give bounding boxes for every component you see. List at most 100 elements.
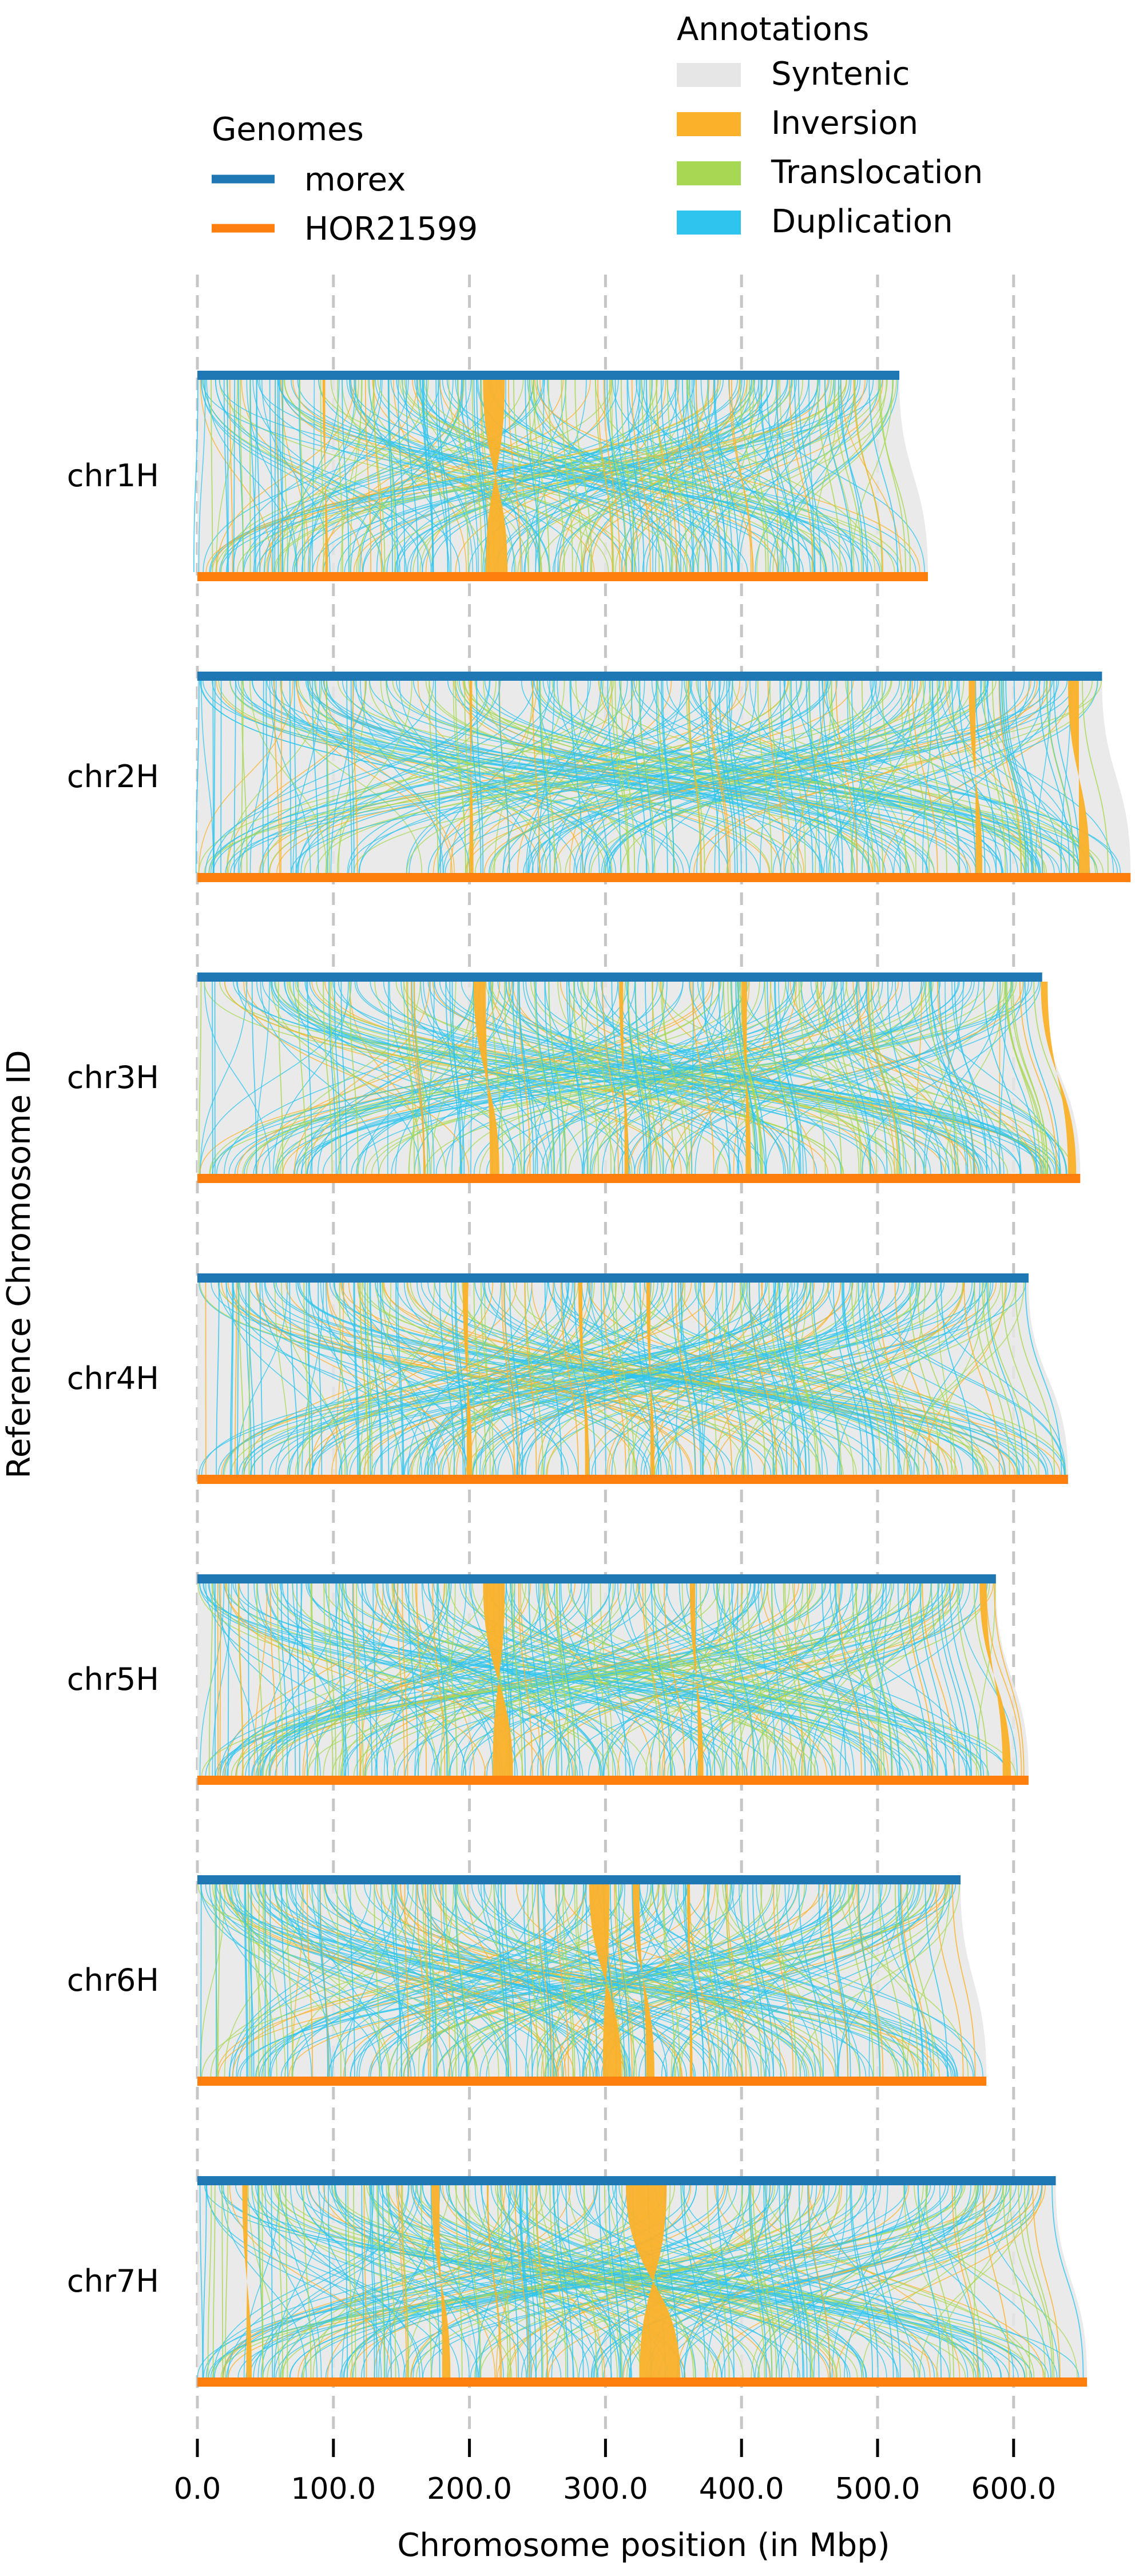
inversion-ribbon <box>242 2185 252 2377</box>
alignment-curve <box>297 1282 982 1475</box>
inversion-ribbon <box>632 1884 655 2077</box>
alignment-curve <box>911 680 938 874</box>
alignment-curve <box>640 1282 660 1475</box>
alignment-curve <box>798 1884 824 2077</box>
alignment-curve <box>928 981 959 1174</box>
alignment-curve <box>831 2185 888 2378</box>
inversion-ribbon <box>969 681 983 873</box>
alignment-curve <box>630 379 715 573</box>
alignment-curve <box>279 379 359 573</box>
alignment-curve <box>241 1282 768 1475</box>
alignment-curve <box>346 680 352 874</box>
alignment-curve <box>312 680 319 874</box>
alignment-curve <box>758 1282 788 1475</box>
alignment-curve <box>201 1583 955 1776</box>
alignment-curve <box>509 2185 791 2378</box>
alignment-curve <box>787 1282 817 1475</box>
alignment-curve <box>598 2185 612 2378</box>
alignment-curve <box>510 1583 526 1776</box>
alignment-curve <box>275 981 837 1174</box>
alignment-curve <box>393 1583 1016 1776</box>
alignment-curve <box>858 981 895 1174</box>
alignment-curve <box>249 680 327 874</box>
alignment-curve <box>193 379 199 573</box>
alignment-curve <box>684 1884 705 2077</box>
legend-label: Duplication <box>771 203 953 240</box>
alignment-curve <box>784 379 856 573</box>
alignment-curve <box>382 2185 392 2378</box>
alignment-curve <box>212 1583 232 1776</box>
alignment-curve <box>924 1884 949 2077</box>
alignment-curve <box>338 981 874 1174</box>
alignment-curve <box>232 1884 394 2077</box>
alignment-curve <box>353 1583 361 1776</box>
alignment-curve <box>565 2185 584 2378</box>
alignment-curve <box>356 1583 364 1776</box>
alignment-curve <box>528 379 541 573</box>
alignment-curve <box>229 1884 469 2077</box>
alignment-curve <box>711 1583 932 1776</box>
alignment-curve <box>463 680 1104 874</box>
alignment-curve <box>303 2185 824 2378</box>
alignment-curve <box>396 680 1039 874</box>
alignment-curve <box>443 680 725 874</box>
alignment-curve <box>306 981 880 1174</box>
alignment-curve <box>682 379 707 573</box>
alignment-curve <box>312 1282 783 1475</box>
alignment-curve <box>209 1884 380 2077</box>
alignment-curve <box>237 379 847 573</box>
alignment-curve <box>671 1282 696 1475</box>
alignment-curve <box>328 2185 333 2378</box>
alignment-curve <box>418 1583 542 1776</box>
alignment-curve <box>238 1282 245 1475</box>
inversion-ribbon <box>979 1583 1011 1776</box>
alignment-curve <box>794 379 816 573</box>
alignment-curve <box>535 981 555 1174</box>
alignment-curve <box>288 981 911 1174</box>
alignment-curve <box>1046 680 1074 874</box>
alignment-curve <box>224 2185 229 2378</box>
alignment-curve <box>518 1583 533 1776</box>
alignment-curve <box>225 680 988 874</box>
x-tick-label: 500.0 <box>835 2472 920 2506</box>
alignment-curve <box>574 379 593 573</box>
alignment-curve <box>675 379 818 573</box>
alignment-curve <box>427 1884 435 2077</box>
alignment-curve <box>784 2185 804 2378</box>
alignment-curve <box>239 680 490 874</box>
alignment-curve <box>862 680 918 874</box>
chromosome-label: chr5H <box>67 1661 159 1697</box>
alignment-curve <box>263 1884 940 2077</box>
alignment-curve <box>645 981 664 1174</box>
alignment-curve <box>225 379 543 573</box>
alignment-curve <box>791 981 1003 1174</box>
alignment-curve <box>455 2185 463 2378</box>
alignment-curve <box>708 680 729 874</box>
alignment-curve <box>743 981 950 1174</box>
alignment-curve <box>455 1884 469 2077</box>
alignment-curve <box>253 1583 268 1776</box>
alignment-curve <box>241 1583 882 1776</box>
alignment-curve <box>656 379 673 573</box>
alignment-curve <box>899 1884 923 2077</box>
alignment-curve <box>232 1884 695 2077</box>
alignment-curve <box>997 981 1037 1174</box>
alignment-curve <box>582 379 710 573</box>
alignment-curve <box>716 1583 737 1776</box>
alignment-curve <box>309 981 596 1174</box>
alignment-curve <box>867 1282 900 1475</box>
alignment-curve <box>824 379 852 573</box>
alignment-curve <box>922 680 933 874</box>
alignment-curve <box>593 981 786 1174</box>
alignment-curve <box>707 379 727 573</box>
chromosome-label: chr2H <box>67 759 159 795</box>
alignment-curve <box>923 680 947 874</box>
alignment-curve <box>532 680 541 874</box>
alignment-curve <box>323 1583 334 1776</box>
alignment-curve <box>747 1583 769 1776</box>
alignment-curve <box>832 1282 864 1475</box>
alignment-curve <box>364 379 372 573</box>
alignment-curve <box>543 1583 562 1776</box>
alignment-curve <box>616 1884 635 2077</box>
alignment-curve <box>774 1583 932 1776</box>
